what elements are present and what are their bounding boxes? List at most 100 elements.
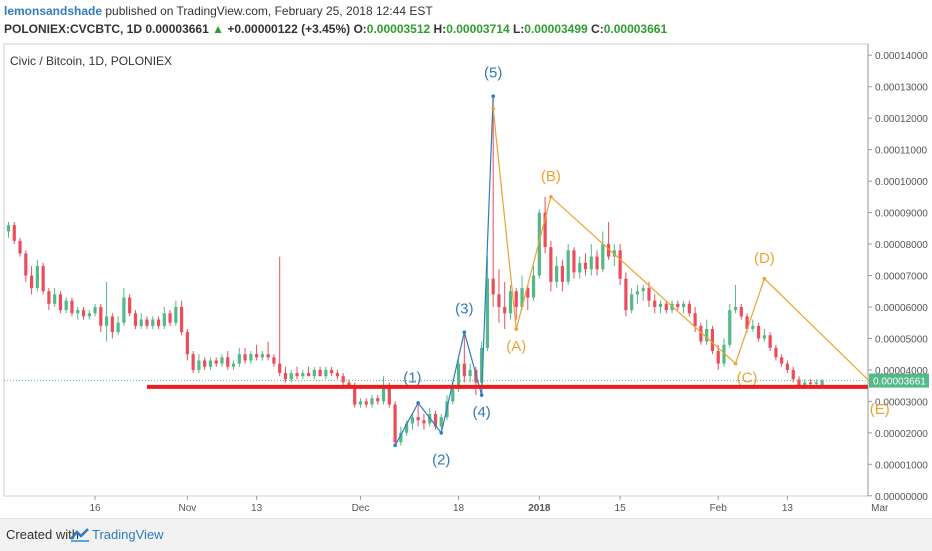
candle-body bbox=[797, 379, 801, 386]
y-tick-label: 0.00007000 bbox=[875, 272, 928, 283]
orange-wave-point bbox=[491, 106, 495, 111]
plot-frame bbox=[3, 43, 869, 497]
candle-body bbox=[410, 417, 414, 424]
candle-body bbox=[76, 310, 80, 314]
y-tick-label: 0.00010000 bbox=[875, 177, 928, 188]
candle-body bbox=[624, 278, 628, 311]
x-tick-label: 16 bbox=[89, 503, 101, 514]
candle-body bbox=[70, 300, 74, 314]
candle-body bbox=[601, 244, 605, 270]
candle-body bbox=[110, 316, 114, 333]
blue-wave-line bbox=[394, 96, 494, 446]
wave-label: (C) bbox=[737, 369, 758, 386]
wave-label: (4) bbox=[472, 404, 490, 421]
x-tick-label: Feb bbox=[710, 503, 728, 514]
x-tick-label: 15 bbox=[615, 503, 627, 514]
candle-body bbox=[537, 212, 541, 276]
candle-body bbox=[808, 382, 813, 385]
candle-body bbox=[306, 373, 311, 377]
blue-wave-point bbox=[479, 393, 484, 397]
candle-body bbox=[676, 303, 680, 307]
candle-body bbox=[491, 278, 495, 295]
candle-body bbox=[151, 319, 155, 326]
candle-body bbox=[583, 262, 588, 270]
candle-body bbox=[456, 363, 461, 389]
candle-body bbox=[635, 291, 640, 295]
candle-body bbox=[641, 288, 645, 292]
x-tick-label: 18 bbox=[453, 503, 465, 514]
x-tick-label: Nov bbox=[178, 503, 196, 514]
x-tick-label: Mar bbox=[871, 503, 889, 514]
candle-body bbox=[653, 300, 657, 307]
candle-body bbox=[47, 291, 51, 304]
wave-label: (5) bbox=[484, 64, 502, 81]
author-link[interactable]: lemonsandshade bbox=[4, 4, 103, 18]
candle-body bbox=[785, 363, 790, 370]
tradingview-logo-icon bbox=[70, 528, 89, 542]
tradingview-brand[interactable]: TradingView bbox=[92, 527, 164, 542]
blue-wave-point bbox=[462, 330, 467, 334]
y-tick-label: 0.00003000 bbox=[875, 397, 928, 408]
candle-body bbox=[757, 325, 761, 339]
orange-wave-line bbox=[492, 108, 875, 387]
candle-body bbox=[693, 313, 697, 326]
candle-body bbox=[364, 401, 368, 405]
candle-body bbox=[439, 417, 443, 427]
symbol-label: POLONIEX:CVCBTC, 1D bbox=[4, 22, 143, 36]
candle-body bbox=[191, 354, 195, 370]
candle-body bbox=[266, 354, 270, 358]
y-tick-label: 0.00001000 bbox=[875, 460, 928, 471]
candle-body bbox=[318, 369, 322, 377]
candle-body bbox=[185, 332, 189, 355]
candle-body bbox=[618, 250, 622, 279]
candle-body bbox=[58, 294, 63, 311]
candle-body bbox=[358, 401, 363, 405]
candle-body bbox=[508, 291, 513, 314]
candle-body bbox=[81, 310, 86, 317]
candle-body bbox=[168, 313, 172, 323]
candle-body bbox=[647, 288, 651, 301]
low-label: L: bbox=[512, 22, 525, 36]
candle-body bbox=[347, 382, 351, 386]
candle-body bbox=[278, 363, 282, 374]
created-with-text: Created with bbox=[6, 527, 79, 542]
orange-wave-point bbox=[762, 276, 767, 281]
candle-body bbox=[514, 291, 518, 307]
candle-body bbox=[180, 306, 184, 333]
y-tick-label: 0.00002000 bbox=[875, 429, 928, 440]
candle-body bbox=[716, 351, 720, 364]
y-tick-label: 0.00004000 bbox=[875, 366, 928, 377]
candle-body bbox=[739, 306, 743, 317]
wave-label: (E) bbox=[870, 401, 890, 418]
candle-body bbox=[751, 325, 755, 330]
candle-body bbox=[237, 354, 241, 364]
candle-body bbox=[24, 253, 28, 276]
y-tick-label: 0.00011000 bbox=[875, 146, 928, 157]
blue-wave-point bbox=[416, 401, 420, 405]
candle-body bbox=[87, 313, 91, 317]
candle-body bbox=[451, 388, 455, 402]
x-tick-label: 13 bbox=[251, 503, 263, 514]
price-chart[interactable]: Civic / Bitcoin, 1D, POLONIEX 0.00014000… bbox=[0, 0, 932, 518]
blue-wave-point bbox=[393, 443, 397, 448]
candle-body bbox=[283, 373, 288, 380]
candle-body bbox=[485, 278, 490, 348]
open-label: O: bbox=[353, 22, 367, 36]
candle-body bbox=[520, 288, 524, 307]
last-price-badge bbox=[869, 373, 929, 388]
candle-body bbox=[762, 335, 766, 339]
x-tick-label: Dec bbox=[352, 503, 370, 514]
y-tick-label: 0.00006000 bbox=[875, 303, 928, 314]
candle-body bbox=[353, 385, 357, 405]
candle-body bbox=[214, 360, 218, 364]
candle-body bbox=[324, 369, 328, 377]
publish-info: lemonsandshade published on TradingView.… bbox=[4, 4, 433, 18]
candle-body bbox=[226, 357, 230, 367]
candle-body bbox=[722, 344, 726, 364]
blue-wave-point bbox=[491, 94, 495, 98]
chart-title: Civic / Bitcoin, 1D, POLONIEX bbox=[10, 54, 172, 68]
candle-body bbox=[497, 294, 501, 307]
candle-body bbox=[480, 347, 484, 383]
candle-body bbox=[41, 266, 45, 292]
wave-label: (2) bbox=[432, 451, 450, 468]
